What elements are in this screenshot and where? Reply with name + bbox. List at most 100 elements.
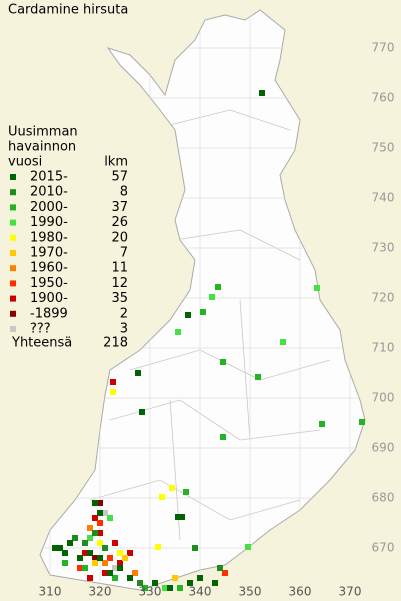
legend-swatch: [10, 189, 16, 196]
map-title: Cardamine hirsuta: [8, 3, 128, 18]
legend-label: 1960-: [30, 261, 68, 276]
legend-count: 57: [111, 170, 128, 185]
observation-square: [259, 90, 265, 96]
y-tick-label: 770: [372, 41, 395, 55]
observation-square: [132, 570, 138, 576]
legend-label: 2010-: [30, 185, 68, 200]
legend-count: 11: [111, 261, 128, 276]
legend-swatch: [10, 204, 16, 211]
observations: [52, 90, 365, 591]
observation-square: [62, 560, 68, 566]
observation-square: [107, 570, 113, 576]
observation-square: [92, 500, 98, 506]
legend-label: 1990-: [30, 215, 68, 230]
legend-label: 1950-: [30, 276, 68, 291]
observation-square: [72, 535, 78, 541]
x-tick-label: 370: [339, 585, 362, 599]
observation-square: [187, 580, 193, 586]
observation-square: [97, 520, 103, 526]
observation-square: [87, 550, 93, 556]
observation-square: [175, 329, 181, 335]
observation-square: [142, 585, 148, 591]
observation-square: [135, 370, 141, 376]
observation-square: [92, 560, 98, 566]
legend-label: ???: [30, 322, 51, 337]
legend-label: 2015-: [30, 170, 68, 185]
observation-square: [245, 544, 251, 550]
legend-count: 3: [120, 322, 128, 337]
observation-square: [92, 530, 98, 536]
observation-square: [255, 374, 261, 380]
observation-square: [217, 565, 223, 571]
legend-swatch: [10, 280, 16, 287]
legend-swatch: [10, 295, 16, 302]
legend-count: 8: [120, 185, 128, 200]
observation-square: [112, 565, 118, 571]
observation-square: [280, 339, 286, 345]
legend-count: 12: [111, 276, 128, 291]
legend-heading: Uusimman: [8, 125, 78, 140]
observation-square: [117, 565, 123, 571]
observation-square: [200, 309, 206, 315]
observation-square: [52, 545, 58, 551]
observation-square: [82, 550, 88, 556]
observation-square: [185, 312, 191, 318]
observation-square: [102, 545, 108, 551]
legend-swatch: [10, 310, 16, 317]
y-tick-label: 760: [372, 91, 395, 105]
legend-count: 26: [111, 215, 128, 230]
observation-square: [159, 494, 165, 500]
observation-square: [137, 580, 143, 586]
legend-label: 2000-: [30, 200, 68, 215]
total-label: Yhteensä: [11, 336, 72, 351]
y-tick-label: 670: [372, 541, 395, 555]
observation-square: [127, 575, 133, 581]
observation-square: [77, 565, 83, 571]
observation-square: [92, 515, 98, 521]
observation-square: [319, 421, 325, 427]
observation-square: [197, 575, 203, 581]
legend-count: 35: [111, 291, 128, 306]
legend-count: 37: [111, 200, 128, 215]
observation-square: [162, 585, 168, 591]
observation-square: [112, 540, 118, 546]
legend-swatch: [10, 234, 16, 241]
observation-square: [107, 555, 113, 561]
legend-swatch: [10, 326, 16, 332]
observation-square: [215, 284, 221, 290]
observation-square: [62, 550, 68, 556]
observation-square: [102, 560, 108, 566]
observation-square: [314, 285, 320, 291]
legend-swatch: [10, 219, 16, 226]
observation-square: [97, 510, 103, 516]
legend-swatch: [10, 250, 16, 256]
observation-square: [212, 580, 218, 586]
legend-swatch: [10, 174, 16, 180]
country-outline: [39, 9, 366, 591]
y-tick-label: 740: [372, 191, 395, 205]
observation-square: [82, 565, 88, 571]
observation-square: [183, 489, 189, 495]
legend-label: 1900-: [30, 291, 68, 306]
observation-square: [77, 555, 83, 561]
observation-square: [209, 294, 215, 300]
observation-square: [117, 560, 123, 566]
y-tick-label: 750: [372, 141, 395, 155]
observation-square: [169, 485, 175, 491]
observation-square: [87, 525, 93, 531]
x-tick-label: 310: [39, 585, 62, 599]
y-tick-label: 700: [372, 391, 395, 405]
observation-square: [97, 540, 103, 546]
observation-square: [177, 585, 183, 591]
observation-square: [127, 550, 133, 556]
observation-square: [122, 555, 128, 561]
legend-heading: vuosi: [8, 155, 42, 170]
x-tick-label: 330: [139, 585, 162, 599]
legend-heading: havainnon: [8, 140, 76, 155]
observation-square: [172, 575, 178, 581]
observation-square: [152, 580, 158, 586]
observation-square: [82, 540, 88, 546]
observation-square: [97, 530, 103, 536]
observation-square: [110, 379, 116, 385]
